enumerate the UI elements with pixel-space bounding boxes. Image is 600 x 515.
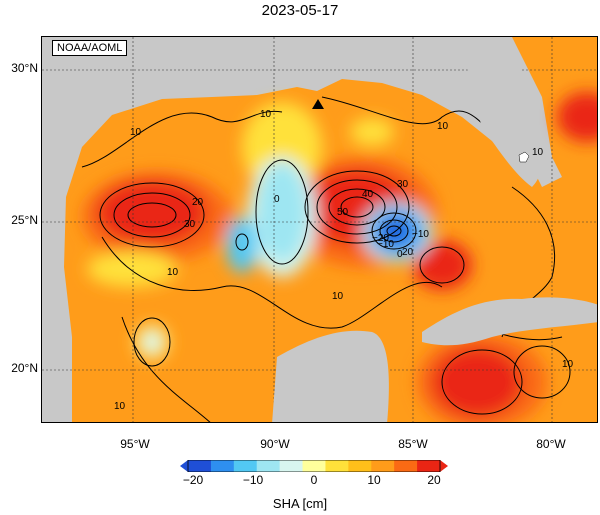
contour-label: 10 xyxy=(260,109,272,120)
colorbar-title: SHA [cm] xyxy=(272,496,328,511)
contour-label: 40 xyxy=(362,189,374,200)
contour-label: 0 xyxy=(397,249,403,260)
contour-label: 50 xyxy=(337,207,349,218)
lat-label: 25°N xyxy=(11,213,38,227)
contour-label-group: 10 10 10 10 10 10 10 10 20 20 30 30 40 5… xyxy=(114,109,574,412)
colorbar-tick: 0 xyxy=(310,473,318,487)
contour-label: 30 xyxy=(397,179,409,190)
contour-label: 10 xyxy=(562,359,574,370)
colorbar-min-arrow xyxy=(180,460,188,472)
colorbar-segment xyxy=(371,460,395,472)
credit-label: NOAA/AOML xyxy=(52,40,128,56)
sea-height-map: 10 10 10 10 10 10 10 10 20 20 30 30 40 5… xyxy=(41,36,598,423)
lat-label: 30°N xyxy=(11,61,38,75)
contour-label: 0 xyxy=(274,194,280,205)
contour-label: 10 xyxy=(130,127,142,138)
graticule xyxy=(42,37,597,422)
lat-label: 20°N xyxy=(11,361,38,375)
map-title: 2023-05-17 xyxy=(261,2,339,19)
contour-label: 10 xyxy=(437,121,449,132)
station-marker xyxy=(312,99,324,109)
colorbar-segments xyxy=(188,460,441,472)
contour-label: 20 xyxy=(192,197,204,208)
colorbar-tick: −20 xyxy=(182,473,204,487)
colorbar-tick: 10 xyxy=(367,473,381,487)
colorbar-segment xyxy=(417,460,441,472)
contour-label: 10 xyxy=(114,401,126,412)
contour-label: 20 xyxy=(402,247,414,258)
colorbar-segment xyxy=(348,460,372,472)
bahamas-island xyxy=(518,151,530,163)
colorbar-segment xyxy=(302,460,326,472)
contour-label: 10 xyxy=(532,147,544,158)
contour-label: 30 xyxy=(184,219,196,230)
colorbar-tick: −10 xyxy=(242,473,264,487)
map-canvas: 10 10 10 10 10 10 10 10 20 20 30 30 40 5… xyxy=(42,37,597,422)
colorbar-segment xyxy=(233,460,258,472)
yucatan-land xyxy=(272,330,389,422)
lon-label: 95°W xyxy=(120,437,150,451)
cuba-land xyxy=(422,297,597,346)
colorbar-max-arrow xyxy=(440,460,448,472)
colorbar-border xyxy=(187,460,441,472)
florida-land xyxy=(462,37,544,187)
colorbar-segment xyxy=(256,460,281,472)
contour-label: 10 xyxy=(167,267,179,278)
colorbar-tick: 20 xyxy=(427,473,441,487)
contour-label: 10 xyxy=(332,291,344,302)
contour-label: −10 xyxy=(412,229,429,240)
lon-label: 80°W xyxy=(536,437,566,451)
colorbar-segment xyxy=(325,460,349,472)
contour-lines xyxy=(81,96,571,422)
anomaly-fields xyxy=(82,92,597,422)
lon-label: 90°W xyxy=(260,437,290,451)
contour-label: −20 xyxy=(372,233,389,244)
colorbar-segment xyxy=(210,460,235,472)
colorbar xyxy=(180,460,448,472)
colorbar-segment xyxy=(394,460,418,472)
colorbar-segment xyxy=(188,460,212,472)
lon-label: 85°W xyxy=(398,437,428,451)
atlantic-ocean xyxy=(512,37,597,197)
contour-label: −10 xyxy=(377,239,394,250)
colorbar-segment xyxy=(279,460,304,472)
